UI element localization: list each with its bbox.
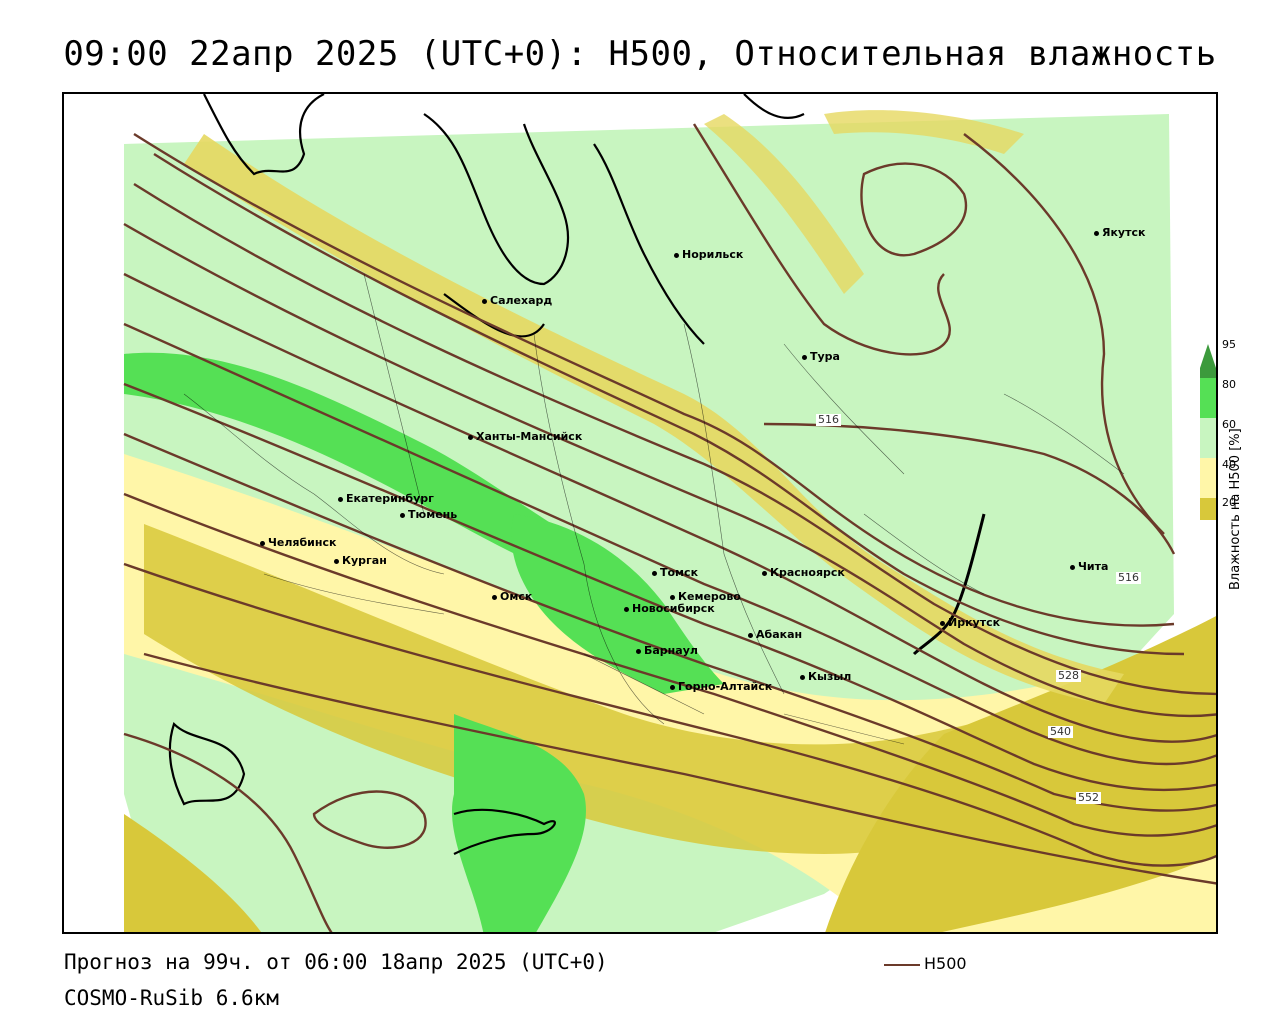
legend-tick-80: 80 xyxy=(1222,378,1236,391)
legend-swatch-60 xyxy=(1200,418,1216,458)
legend-arrow xyxy=(1200,344,1216,368)
city-marker-icon xyxy=(762,570,767,576)
humidity-field xyxy=(64,94,1216,932)
city-17: Кызыл xyxy=(800,670,851,683)
city-18: Горно-Алтайск xyxy=(670,680,772,693)
city-11: Новосибирск xyxy=(624,602,715,615)
city-label: Горно-Алтайск xyxy=(678,680,773,693)
city-3: Салехард xyxy=(482,294,552,307)
city-marker-icon xyxy=(670,594,675,600)
city-8: Челябинск xyxy=(260,536,336,549)
city-4: Тура xyxy=(802,350,840,363)
legend-title: Влажность на H500 [%] xyxy=(1228,428,1243,590)
city-marker-icon xyxy=(802,354,807,360)
city-19: Иркутск xyxy=(940,616,1000,629)
city-1: Норильск xyxy=(674,248,743,261)
humidity-area-yellow-diag xyxy=(184,134,1124,704)
city-2: Якутск xyxy=(1094,226,1145,239)
city-label: Тура xyxy=(810,350,840,363)
humidity-area-green-west xyxy=(124,352,604,584)
humidity-area-yellow-north xyxy=(704,114,864,294)
legend-swatch-80 xyxy=(1200,378,1216,418)
contour-label-4: 540 xyxy=(1048,725,1073,738)
city-label: Красноярск xyxy=(770,566,845,579)
city-marker-icon xyxy=(400,512,405,518)
h500-contours xyxy=(123,123,1216,932)
city-label: Якутск xyxy=(1102,226,1146,239)
city-marker-icon xyxy=(748,632,753,638)
model-caption: COSMO-RuSib 6.6км xyxy=(64,986,279,1010)
region-borders xyxy=(183,273,1125,745)
city-marker-icon xyxy=(624,606,629,612)
legend-tick-60: 60 xyxy=(1222,418,1236,431)
city-label: Чита xyxy=(1078,560,1109,573)
city-marker-icon xyxy=(674,252,679,258)
city-9: Курган xyxy=(334,554,387,567)
legend-tick-95: 95 xyxy=(1222,338,1236,351)
city-label: Новосибирск xyxy=(632,602,715,615)
humidity-area-olive-east xyxy=(825,616,1216,932)
contour-key: H500 xyxy=(884,954,967,973)
city-10: Омск xyxy=(492,590,532,603)
city-label: Тюмень xyxy=(408,508,458,521)
legend-swatch-95 xyxy=(1200,368,1216,378)
city-label: Абакан xyxy=(756,628,803,641)
contour-label-5: 552 xyxy=(1076,791,1101,804)
city-13: Кемерово xyxy=(670,590,741,603)
city-marker-icon xyxy=(468,434,473,440)
contour-key-line xyxy=(884,963,920,966)
city-label: Салехард xyxy=(490,294,553,307)
humidity-area-green-center xyxy=(511,514,724,694)
city-label: Барнаул xyxy=(644,644,698,657)
legend-tick-20: 20 xyxy=(1222,496,1236,509)
city-marker-icon xyxy=(260,540,265,546)
city-label: Томск xyxy=(660,566,699,579)
contour-key-label: H500 xyxy=(924,954,967,973)
city-marker-icon xyxy=(1094,230,1099,236)
city-marker-icon xyxy=(652,570,657,576)
city-15: Абакан xyxy=(748,628,802,641)
contour-label-1: 516 xyxy=(816,413,841,426)
city-label: Курган xyxy=(342,554,387,567)
city-marker-icon xyxy=(636,648,641,654)
humidity-area-yellow-sw xyxy=(124,814,262,932)
city-label: Омск xyxy=(500,590,533,603)
city-12: Томск xyxy=(652,566,698,579)
humidity-area-green-south xyxy=(452,714,586,932)
legend-tick-40: 40 xyxy=(1222,458,1236,471)
forecast-caption: Прогноз на 99ч. от 06:00 18апр 2025 (UTC… xyxy=(64,950,608,974)
coastline xyxy=(168,94,986,855)
city-marker-icon xyxy=(338,496,343,502)
city-label: Екатеринбург xyxy=(346,492,434,505)
city-marker-icon xyxy=(492,594,497,600)
city-label: Норильск xyxy=(682,248,744,261)
legend-swatch-20 xyxy=(1200,498,1216,520)
city-marker-icon xyxy=(1070,564,1075,570)
legend-swatch-40 xyxy=(1200,458,1216,498)
map-title: 09:00 22апр 2025 (UTC+0): H500, Относите… xyxy=(63,34,1217,74)
city-20: Чита xyxy=(1070,560,1108,573)
legend-colorbar xyxy=(1200,344,1216,520)
city-label: Кемерово xyxy=(678,590,741,603)
city-label: Ханты-Мансийск xyxy=(476,430,583,443)
contour-label-2: 516 xyxy=(1116,571,1141,584)
forecast-map: Норильск Якутск Салехард Тура Ханты-Мансийск… xyxy=(62,92,1218,934)
city-marker-icon xyxy=(482,298,487,304)
city-label: Кызыл xyxy=(808,670,852,683)
humidity-legend: 95 80 60 40 20 Влажность на H500 [%] xyxy=(1200,300,1270,600)
city-7: Тюмень xyxy=(400,508,457,521)
city-14: Красноярск xyxy=(762,566,845,579)
city-16: Барнаул xyxy=(636,644,698,657)
city-marker-icon xyxy=(670,684,675,690)
city-label: Челябинск xyxy=(268,536,337,549)
city-marker-icon xyxy=(940,620,945,626)
city-label: Иркутск xyxy=(948,616,1001,629)
city-5: Ханты-Мансийск xyxy=(468,430,582,443)
city-6: Екатеринбург xyxy=(338,492,434,505)
contour-label-3: 528 xyxy=(1056,669,1081,682)
city-marker-icon xyxy=(800,674,805,680)
humidity-fill-areas xyxy=(64,94,1216,932)
city-marker-icon xyxy=(334,558,339,564)
